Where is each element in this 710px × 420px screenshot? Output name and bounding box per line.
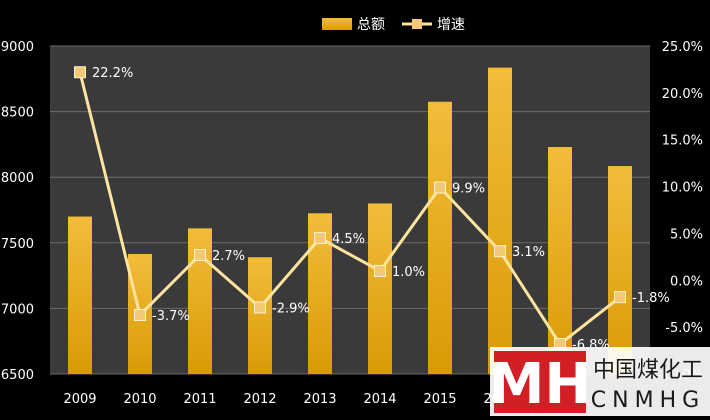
growth-line [78, 71, 621, 347]
x-tick-label: 2011 [183, 392, 216, 407]
left-tick-label: 8500 [1, 106, 34, 121]
right-tick-label: 5.0% [670, 227, 703, 242]
line-series: 22.2%-3.7%2.7%-2.9%4.5%1.0%9.9%3.1%-6.8%… [74, 66, 670, 353]
left-tick-label: 7500 [1, 237, 34, 252]
legend-swatch-bar [322, 18, 352, 30]
growth-data-label: 22.2% [92, 66, 133, 81]
growth-marker [614, 291, 626, 304]
bar-2016 [488, 67, 512, 374]
growth-data-label: -3.7% [152, 309, 190, 324]
left-tick-label: 6500 [1, 368, 34, 383]
growth-data-label: 9.9% [452, 182, 485, 197]
x-tick-label: 2014 [363, 392, 396, 407]
right-axis-tick-labels: -10.0%-5.0%0.0%5.0%10.0%15.0%20.0%25.0% [657, 40, 703, 383]
left-tick-label: 7000 [1, 302, 34, 317]
watermark-cn-text: 中国煤化工 [593, 358, 703, 383]
right-tick-label: 15.0% [662, 134, 703, 149]
right-tick-label: 20.0% [662, 87, 703, 102]
growth-marker [74, 66, 86, 79]
x-tick-label: 2015 [423, 392, 456, 407]
bar-2009 [68, 216, 92, 374]
growth-marker [434, 181, 446, 194]
legend: 总额 增速 [322, 17, 465, 33]
growth-marker [134, 308, 146, 321]
left-tick-label: 8000 [1, 171, 34, 186]
legend-label: 总额 [357, 17, 385, 33]
growth-data-label: 2.7% [212, 249, 245, 264]
growth-data-label: 4.5% [332, 232, 365, 247]
watermark: MH 中国煤化工 CNMHG [489, 347, 710, 417]
x-tick-label: 2009 [63, 392, 96, 407]
x-tick-label: 2012 [243, 392, 276, 407]
growth-data-label: -1.8% [632, 291, 670, 306]
left-tick-label: 9000 [1, 40, 34, 55]
bar-2015 [428, 101, 452, 374]
left-axis-tick-labels: 6500 7000 7500 8000 8500 9000 [1, 40, 34, 383]
bar-2012 [248, 257, 272, 374]
right-tick-label: 25.0% [662, 40, 703, 55]
right-tick-label: 10.0% [662, 181, 703, 196]
growth-marker [374, 264, 386, 277]
right-tick-label: 0.0% [670, 274, 703, 289]
growth-data-label: 3.1% [512, 245, 545, 260]
growth-data-label: 1.0% [392, 265, 425, 280]
x-tick-label: 2010 [123, 392, 156, 407]
growth-marker [494, 245, 506, 258]
svg-text:MH: MH [490, 352, 591, 416]
legend-swatch-marker [412, 19, 422, 29]
growth-data-label: -2.9% [272, 301, 310, 316]
watermark-en-text: CNMHG [591, 388, 705, 413]
x-tick-label: 2013 [303, 392, 336, 407]
bar-2018 [608, 166, 632, 374]
watermark-logo: MH 中国煤化工 CNMHG [489, 347, 710, 417]
growth-marker [314, 232, 326, 245]
bar-series [68, 67, 632, 374]
right-tick-label: -5.0% [665, 321, 703, 336]
legend-label: 增速 [437, 17, 465, 33]
mh-logo-icon: MH [489, 351, 591, 417]
bar-2014 [368, 203, 392, 374]
growth-marker [254, 301, 266, 314]
growth-marker [194, 248, 206, 261]
